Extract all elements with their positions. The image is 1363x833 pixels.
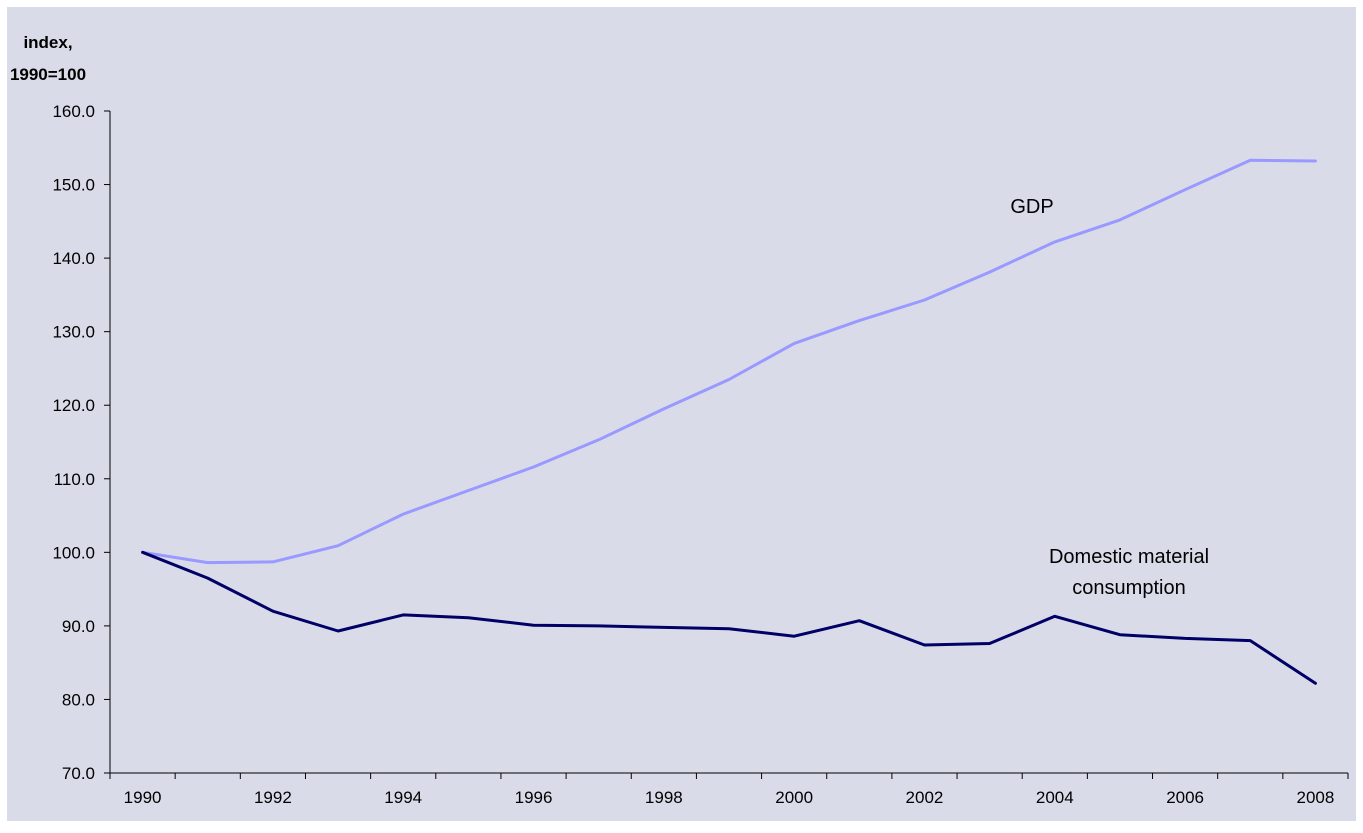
x-tick-label: 1992	[254, 788, 292, 807]
series-label-gdp: GDP	[1010, 196, 1053, 218]
y-tick-label: 70.0	[62, 764, 95, 783]
x-tick-label: 2004	[1036, 788, 1074, 807]
x-tick-label: 2008	[1297, 788, 1335, 807]
x-tick-label: 2006	[1166, 788, 1204, 807]
gdp-series-line	[141, 158, 1317, 565]
series-label-dmc-line2: consumption	[1072, 577, 1185, 599]
x-tick-label: 1990	[124, 788, 162, 807]
y-tick-label: 100.0	[52, 543, 95, 562]
y-axis-label-line1: index,	[23, 33, 72, 52]
y-axis-label-line2: 1990=100	[10, 65, 86, 84]
series-label-dmc-line1: Domestic material	[1049, 546, 1209, 568]
x-tick-label: 1994	[384, 788, 422, 807]
plot-background	[7, 7, 1356, 821]
series-layer	[141, 158, 1317, 685]
y-tick-label: 140.0	[52, 249, 95, 268]
y-tick-label: 90.0	[62, 617, 95, 636]
x-tick-label: 1998	[645, 788, 683, 807]
axes: 70.0 80.0 90.0 100.0 110.0 120.0 130.0 140.0 150…	[52, 102, 1349, 807]
x-tick-label: 2000	[775, 788, 813, 807]
y-tick-label: 120.0	[52, 396, 95, 415]
y-tick-label: 160.0	[52, 102, 95, 121]
y-tick-label: 80.0	[62, 690, 95, 709]
y-tick-label: 110.0	[54, 470, 95, 489]
x-tick-label: 2002	[906, 788, 944, 807]
x-tick-label: 1996	[515, 788, 553, 807]
y-tick-label: 130.0	[52, 323, 95, 342]
y-tick-label: 150.0	[52, 176, 95, 195]
domestic-material-consumption-series-line	[141, 550, 1317, 685]
